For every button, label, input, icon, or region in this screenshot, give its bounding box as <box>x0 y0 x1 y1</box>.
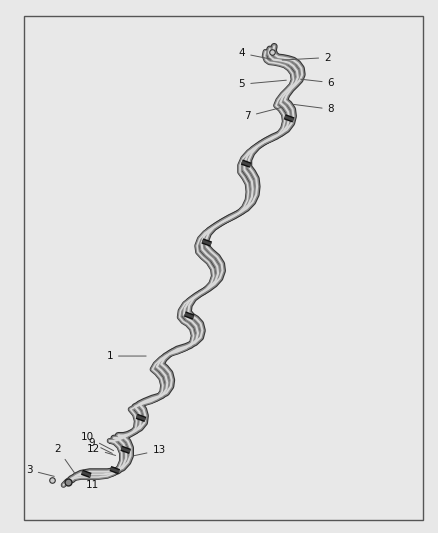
Text: 10: 10 <box>81 432 113 451</box>
Text: 6: 6 <box>300 78 334 87</box>
Text: 9: 9 <box>89 439 112 454</box>
Text: 7: 7 <box>244 107 282 121</box>
Text: 11: 11 <box>85 476 99 490</box>
Text: 8: 8 <box>293 104 334 114</box>
Text: 2: 2 <box>282 53 331 62</box>
Text: 2: 2 <box>55 445 75 474</box>
Text: 4: 4 <box>239 49 271 59</box>
Text: 12: 12 <box>87 444 116 456</box>
Text: 3: 3 <box>26 465 54 477</box>
FancyBboxPatch shape <box>24 16 423 520</box>
Text: 13: 13 <box>134 446 166 456</box>
Text: 5: 5 <box>239 79 286 89</box>
Text: 1: 1 <box>106 351 146 361</box>
